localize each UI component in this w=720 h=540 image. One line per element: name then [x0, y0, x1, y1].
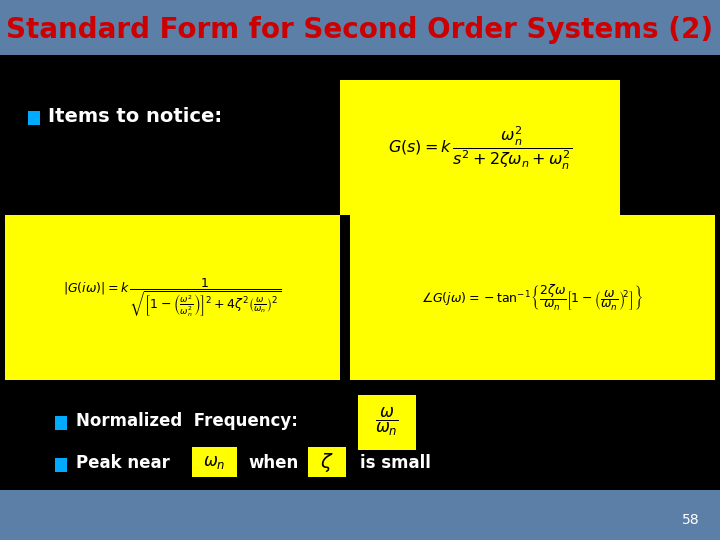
- Text: 58: 58: [683, 513, 700, 527]
- Text: $\zeta$: $\zeta$: [320, 450, 334, 474]
- FancyBboxPatch shape: [358, 395, 416, 450]
- FancyBboxPatch shape: [5, 215, 340, 380]
- FancyBboxPatch shape: [0, 490, 720, 540]
- FancyBboxPatch shape: [55, 416, 67, 430]
- Text: Normalized  Frequency:: Normalized Frequency:: [76, 412, 298, 430]
- Text: is small: is small: [360, 454, 431, 472]
- FancyBboxPatch shape: [308, 447, 346, 477]
- Text: Peak near: Peak near: [76, 454, 170, 472]
- Text: $\dfrac{\omega}{\omega_n}$: $\dfrac{\omega}{\omega_n}$: [375, 406, 399, 438]
- Text: Standard Form for Second Order Systems (2): Standard Form for Second Order Systems (…: [6, 16, 714, 44]
- Text: when: when: [248, 454, 298, 472]
- FancyBboxPatch shape: [0, 0, 720, 55]
- FancyBboxPatch shape: [55, 458, 67, 472]
- Text: $G(s) = k\,\dfrac{\omega_n^2}{s^2 + 2\zeta\omega_n + \omega_n^2}$: $G(s) = k\,\dfrac{\omega_n^2}{s^2 + 2\ze…: [388, 124, 572, 172]
- FancyBboxPatch shape: [350, 215, 715, 380]
- FancyBboxPatch shape: [192, 447, 237, 477]
- Text: Items to notice:: Items to notice:: [48, 106, 222, 125]
- FancyBboxPatch shape: [340, 80, 620, 215]
- FancyBboxPatch shape: [28, 111, 40, 125]
- Text: $\angle G(j\omega) = -\tan^{-1}\!\left\{\dfrac{2\zeta\omega}{\omega_n}\left[1-\l: $\angle G(j\omega) = -\tan^{-1}\!\left\{…: [421, 283, 643, 313]
- Text: $|G(i\omega)| = k\,\dfrac{1}{\sqrt{\left[1-\left(\frac{\omega^2}{\omega_n^2}\rig: $|G(i\omega)| = k\,\dfrac{1}{\sqrt{\left…: [63, 276, 281, 319]
- Text: $\omega_n$: $\omega_n$: [203, 453, 225, 471]
